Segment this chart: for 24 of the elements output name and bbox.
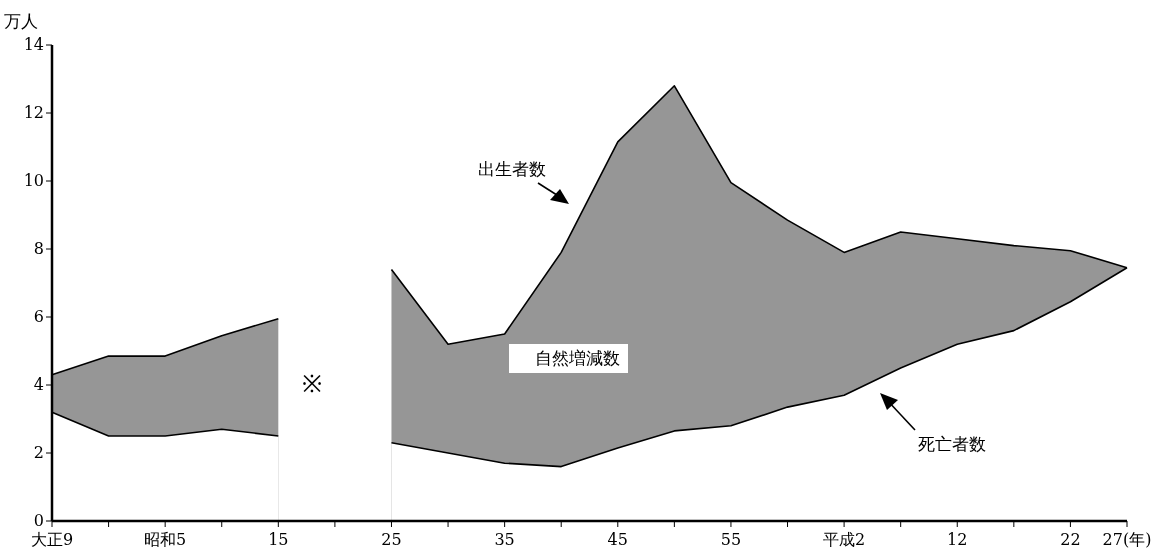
- y-tick-label: 2: [33, 443, 44, 462]
- x-tick-label: 昭和5: [144, 530, 187, 550]
- y-tick-label: 12: [23, 103, 44, 122]
- y-tick-label: 10: [23, 171, 44, 190]
- x-tick-label: 55: [720, 530, 742, 550]
- y-tick-label: 8: [33, 239, 44, 258]
- x-tick-label: 45: [607, 530, 628, 550]
- x-tick-label: 15: [268, 530, 289, 550]
- series-label: 死亡者数: [918, 433, 986, 456]
- x-tick-label: 25: [381, 530, 402, 550]
- x-tick-label: 22: [1060, 530, 1081, 550]
- y-tick-label: 0: [33, 511, 44, 530]
- y-tick-label: 14: [23, 35, 44, 54]
- y-tick-label: 4: [33, 375, 44, 394]
- y-tick-label: 6: [33, 307, 44, 326]
- annotation: 自然増減数: [509, 344, 628, 373]
- text: 出生者数: [478, 158, 546, 181]
- x-tick-label: 35: [494, 530, 515, 550]
- y-axis-title: 万人: [4, 10, 38, 33]
- x-tick-label: 平成2: [823, 530, 866, 550]
- x-tick-label: 12: [947, 530, 968, 550]
- annotation: ※: [302, 369, 322, 399]
- x-tick-label: 大正9: [30, 530, 74, 550]
- x-tick-label: 27(年): [1102, 530, 1152, 550]
